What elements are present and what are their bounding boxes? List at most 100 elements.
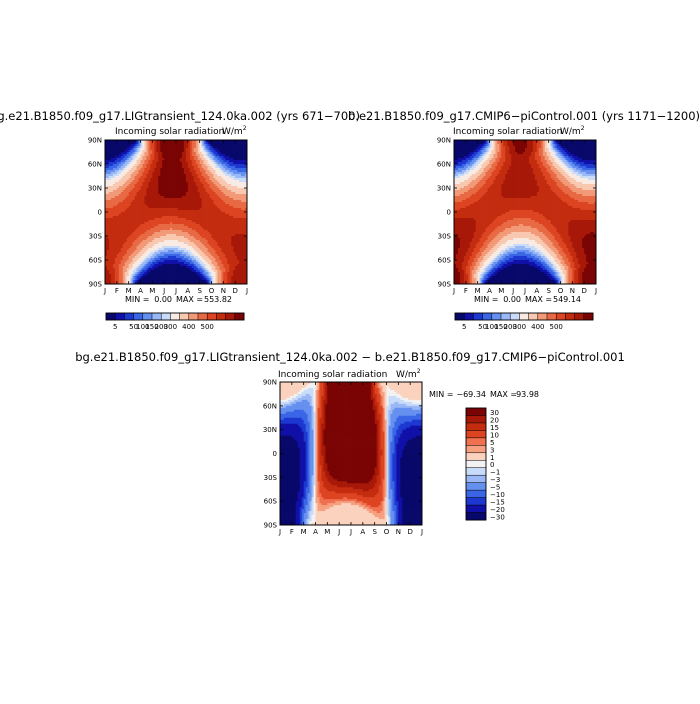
field-cell (205, 274, 208, 277)
field-cell (233, 250, 236, 253)
field-cell (124, 172, 128, 175)
field-cell (213, 144, 216, 147)
field-cell (209, 170, 212, 173)
field-cell (241, 262, 244, 265)
field-cell (197, 144, 201, 147)
field-cell (146, 158, 149, 161)
field-cell (205, 238, 208, 241)
field-cell (241, 270, 244, 273)
field-cell (124, 170, 128, 173)
field-cell (108, 144, 112, 147)
field-cell (156, 192, 159, 195)
field-cell (215, 226, 218, 229)
field-cell (108, 176, 112, 179)
field-cell (233, 142, 236, 145)
field-cell (233, 148, 236, 151)
field-cell (146, 166, 149, 169)
field-cell (237, 144, 240, 147)
field-cell (142, 160, 145, 163)
field-cell (162, 154, 165, 157)
field-cell (126, 278, 130, 281)
field-cell (225, 140, 228, 143)
field-cell (219, 158, 222, 161)
field-cell (229, 166, 232, 169)
field-cell (110, 158, 114, 161)
field-cell (148, 168, 151, 171)
field-cell (201, 170, 204, 173)
field-cell (243, 190, 246, 193)
field-cell (227, 182, 230, 185)
field-cell (199, 178, 202, 181)
field-cell (205, 224, 208, 227)
field-cell (168, 140, 171, 143)
field-cell (187, 274, 191, 277)
field-cell (239, 178, 242, 181)
field-cell (205, 270, 208, 273)
field-cell (134, 170, 137, 173)
field-cell (138, 162, 141, 165)
field-cell (140, 146, 143, 149)
field-cell (235, 168, 238, 171)
field-cell (150, 184, 153, 187)
field-cell (144, 202, 147, 205)
field-cell (197, 202, 201, 205)
field-cell (233, 242, 236, 245)
field-cell (134, 194, 137, 197)
field-cell (150, 148, 153, 151)
field-cell (162, 150, 165, 153)
field-cell (152, 198, 155, 201)
field-cell (152, 152, 155, 155)
field-cell (144, 266, 147, 269)
field-cell (215, 170, 218, 173)
field-cell (126, 188, 130, 191)
field-cell (116, 278, 120, 281)
field-cell (233, 176, 236, 179)
field-cell (193, 184, 197, 187)
field-cell (116, 208, 120, 211)
field-cell (197, 228, 201, 231)
field-cell (164, 152, 167, 155)
field-cell (144, 264, 147, 267)
field-cell (213, 194, 216, 197)
field-cell (144, 216, 147, 219)
field-cell (221, 190, 224, 193)
field-cell (225, 188, 228, 191)
field-cell (181, 190, 185, 193)
field-cell (170, 220, 173, 223)
field-cell (150, 196, 153, 199)
field-cell (116, 260, 120, 263)
field-cell (126, 214, 130, 217)
field-cell (105, 172, 108, 175)
field-cell (187, 174, 191, 177)
field-cell (211, 200, 214, 203)
field-cell (120, 204, 124, 207)
field-cell (195, 200, 199, 203)
field-cell (193, 202, 197, 205)
field-cell (164, 192, 167, 195)
field-cell (166, 176, 169, 179)
field-cell (170, 256, 173, 259)
field-cell (152, 184, 155, 187)
field-cell (124, 150, 128, 153)
field-cell (233, 244, 236, 247)
field-cell (170, 244, 173, 247)
field-cell (241, 154, 244, 157)
field-cell (170, 206, 173, 209)
field-cell (241, 198, 244, 201)
field-cell (233, 158, 236, 161)
field-cell (231, 162, 234, 165)
field-cell (146, 142, 149, 145)
field-cell (241, 142, 244, 145)
field-cell (118, 186, 122, 189)
field-cell (217, 188, 220, 191)
field-cell (136, 178, 139, 181)
field-cell (140, 190, 143, 193)
field-cell (207, 188, 210, 191)
field-cell (144, 188, 147, 191)
field-cell (152, 172, 155, 175)
field-cell (223, 164, 226, 167)
field-cell (181, 182, 185, 185)
field-cell (108, 214, 112, 217)
field-cell (170, 182, 173, 185)
field-cell (142, 192, 145, 195)
